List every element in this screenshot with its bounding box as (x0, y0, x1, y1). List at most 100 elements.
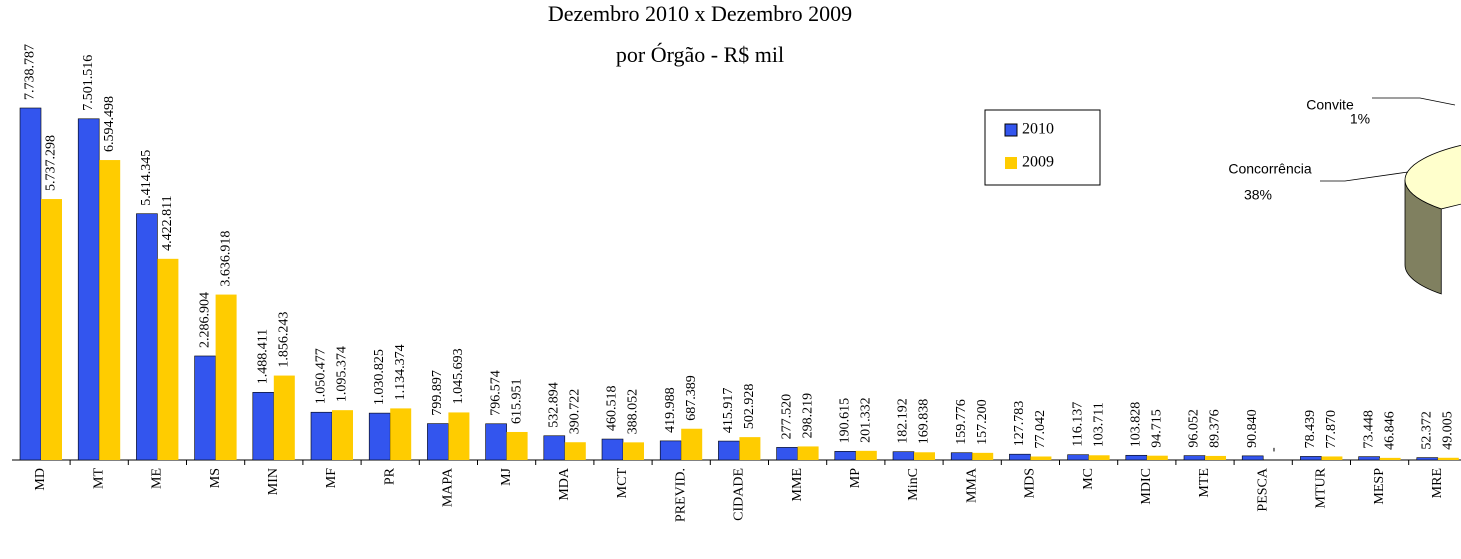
legend-label: 2009 (1022, 154, 1054, 171)
value-label: 157.200 (975, 399, 990, 445)
bar (1416, 457, 1439, 461)
value-label: 190.615 (838, 398, 853, 444)
bar (855, 450, 877, 460)
pie-label: Convite (1306, 97, 1354, 113)
value-label: 159.776 (954, 399, 969, 445)
bar (1300, 456, 1322, 461)
value-label: 73.448 (1361, 410, 1376, 449)
value-label: 1.030.825 (372, 349, 387, 405)
x-tick-label: MDS (1023, 468, 1038, 498)
x-tick-label: MCT (615, 468, 630, 499)
bar (776, 447, 798, 461)
value-label: 1.050.477 (314, 348, 329, 404)
x-tick-label: MJ (499, 467, 514, 485)
bar (99, 160, 121, 461)
x-tick-label: MMA (964, 467, 979, 503)
bar (157, 258, 179, 460)
value-label: 1.134.374 (393, 344, 408, 400)
bar (215, 294, 237, 460)
value-label: 77.870 (1324, 410, 1339, 449)
bar (797, 446, 819, 460)
bar (19, 107, 42, 461)
value-label: 78.439 (1303, 410, 1318, 449)
legend-swatch (1004, 123, 1018, 137)
value-label: 77.042 (1033, 410, 1048, 449)
value-label: 615.951 (509, 378, 524, 424)
bar (1183, 455, 1206, 461)
bar (834, 451, 857, 461)
pie-label: Concorrência (1228, 161, 1311, 177)
leader-line (1320, 171, 1409, 182)
x-tick-label: MIN (266, 468, 281, 495)
value-label: 298.219 (800, 393, 815, 439)
x-tick-label: MD (33, 468, 48, 491)
bar (892, 451, 915, 461)
value-label: 52.372 (1420, 411, 1435, 450)
bar (77, 118, 100, 461)
bar (1321, 456, 1343, 460)
value-label: 532.894 (547, 382, 562, 428)
value-label: 4.422.811 (160, 195, 175, 250)
x-tick-label: MP (848, 468, 863, 488)
value-label: 90.840 (1245, 409, 1260, 448)
bar (623, 442, 644, 460)
value-label: 419.988 (663, 387, 678, 433)
leader-line (1372, 97, 1456, 106)
value-label: 687.389 (684, 375, 699, 421)
bar (739, 437, 761, 460)
bar (368, 412, 391, 461)
value-label: 201.332 (859, 397, 874, 443)
chart-title: Dezembro 2010 x Dezembro 2009 (548, 1, 852, 26)
bar (718, 440, 740, 461)
value-label: 502.928 (742, 384, 757, 430)
bar (1125, 454, 1148, 461)
value-label: 46.846 (1382, 411, 1397, 450)
value-label: 7.501.516 (81, 55, 96, 111)
x-tick-label: MF (324, 468, 339, 488)
value-label: 3.636.918 (218, 231, 233, 287)
bar (543, 435, 566, 461)
value-label: 1.856.243 (277, 312, 292, 368)
x-tick-label: MAPA (441, 467, 456, 507)
x-tick-label: MT (91, 468, 106, 489)
x-tick-label: PR (382, 467, 397, 485)
bar (332, 410, 353, 460)
legend-label: 2010 (1022, 121, 1054, 138)
x-tick-label: MME (790, 468, 805, 501)
bar (273, 375, 295, 460)
pie-slice (1404, 144, 1461, 210)
bar (564, 442, 586, 460)
bar (448, 412, 470, 460)
value-label: 796.574 (488, 370, 503, 416)
bar (1009, 453, 1031, 461)
x-tick-label: MS (208, 468, 223, 488)
value-label: 89.376 (1208, 409, 1223, 448)
x-tick-label: MDIC (1139, 468, 1154, 505)
value-label: 116.137 (1070, 402, 1085, 447)
value-label: 6.594.498 (102, 96, 117, 152)
x-tick-label: PREVID. (673, 468, 688, 522)
value-label: 5.737.298 (44, 135, 59, 191)
bar (1067, 454, 1089, 461)
value-label: 1.045.693 (451, 348, 466, 404)
bar (310, 411, 333, 461)
bar (681, 428, 703, 460)
chart-subtitle: por Órgão - R$ mil (616, 42, 784, 67)
bar (1437, 457, 1459, 460)
bar (506, 431, 528, 460)
value-label: - (1266, 447, 1281, 452)
value-label: 277.520 (779, 394, 794, 440)
value-label: 388.052 (626, 389, 641, 435)
value-label: 2.286.904 (197, 292, 212, 348)
pie-value-label: 38% (1244, 187, 1272, 203)
x-tick-label: MC (1081, 468, 1096, 490)
pie-value-label: 1% (1350, 111, 1370, 127)
bar (427, 423, 449, 461)
bar (485, 423, 507, 461)
value-label: 96.052 (1187, 409, 1202, 448)
value-label: 1.488.411 (256, 329, 271, 384)
value-label: 103.711 (1091, 402, 1106, 447)
x-tick-label: MTE (1197, 468, 1212, 498)
x-tick-label: PESCA (1255, 467, 1270, 511)
